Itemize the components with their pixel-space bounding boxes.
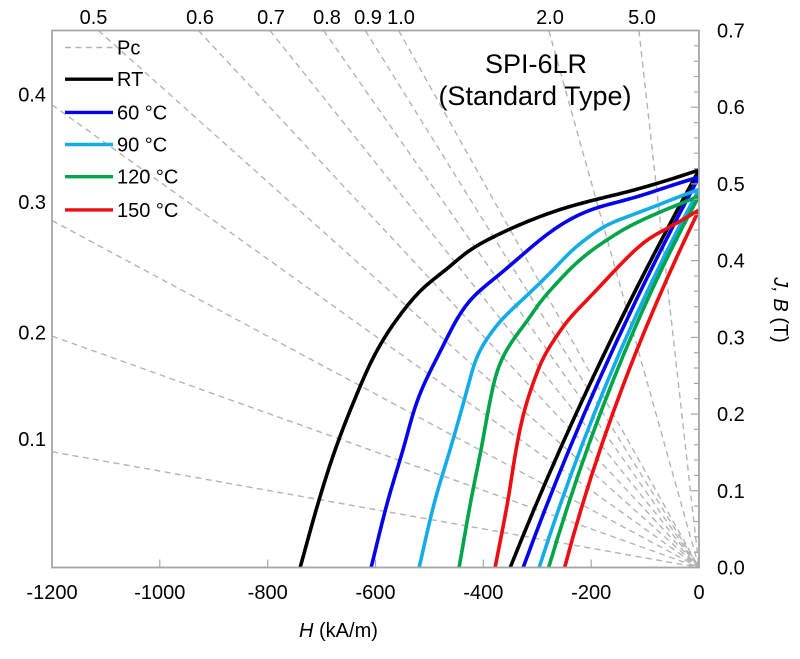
svg-text:-800: -800 xyxy=(248,582,288,604)
svg-text:-1000: -1000 xyxy=(134,582,185,604)
svg-text:1.0: 1.0 xyxy=(387,7,415,29)
svg-text:-1200: -1200 xyxy=(26,582,77,604)
svg-text:2.0: 2.0 xyxy=(536,7,564,29)
svg-text:(Standard Type): (Standard Type) xyxy=(438,81,631,111)
svg-text:0.4: 0.4 xyxy=(18,84,46,106)
svg-text:-400: -400 xyxy=(463,582,503,604)
svg-text:0.3: 0.3 xyxy=(18,192,46,214)
svg-text:150 °C: 150 °C xyxy=(117,200,178,222)
svg-text:0.9: 0.9 xyxy=(354,7,382,29)
svg-text:0.5: 0.5 xyxy=(717,174,745,196)
svg-text:H (kA/m): H (kA/m) xyxy=(299,620,378,642)
svg-text:0.6: 0.6 xyxy=(717,97,745,119)
svg-text:J, B (T): J, B (T) xyxy=(769,276,791,343)
svg-text:-200: -200 xyxy=(571,582,611,604)
svg-text:0.2: 0.2 xyxy=(717,404,745,426)
svg-text:120 °C: 120 °C xyxy=(117,167,178,189)
svg-text:60 °C: 60 °C xyxy=(117,102,167,124)
svg-text:-600: -600 xyxy=(355,582,395,604)
svg-text:0.0: 0.0 xyxy=(717,558,745,580)
svg-text:RT: RT xyxy=(117,69,143,91)
svg-text:0.7: 0.7 xyxy=(717,21,745,43)
svg-text:0.4: 0.4 xyxy=(717,251,745,273)
svg-text:5.0: 5.0 xyxy=(628,7,656,29)
svg-text:0.6: 0.6 xyxy=(186,7,214,29)
svg-text:Pc: Pc xyxy=(117,38,140,60)
svg-text:0: 0 xyxy=(693,582,704,604)
svg-text:0.5: 0.5 xyxy=(80,7,108,29)
svg-text:SPI-6LR: SPI-6LR xyxy=(485,49,587,79)
svg-text:0.7: 0.7 xyxy=(257,7,285,29)
svg-text:0.1: 0.1 xyxy=(18,429,46,451)
svg-text:0.3: 0.3 xyxy=(717,327,745,349)
svg-text:0.2: 0.2 xyxy=(18,322,46,344)
svg-text:0.1: 0.1 xyxy=(717,481,745,503)
svg-text:90 °C: 90 °C xyxy=(117,135,167,157)
svg-text:0.8: 0.8 xyxy=(313,7,341,29)
